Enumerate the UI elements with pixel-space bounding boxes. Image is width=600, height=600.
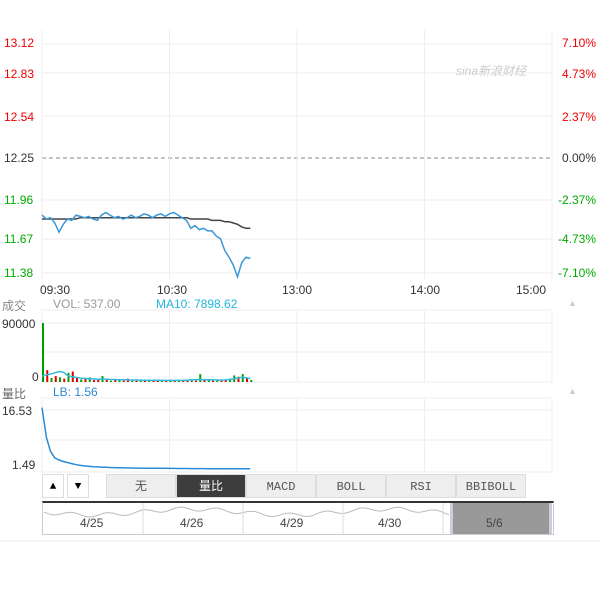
volume-bar — [182, 380, 185, 382]
volume-bar — [246, 377, 248, 382]
date-navigator[interactable] — [42, 501, 554, 535]
navigator-selection-handle[interactable] — [450, 503, 552, 534]
percent-axis-label: -7.10% — [557, 266, 596, 280]
tab-macd[interactable]: MACD — [246, 474, 316, 498]
volume-bar — [63, 378, 66, 382]
nav-date: 5/6 — [486, 516, 503, 530]
volume-bar — [76, 378, 78, 382]
navigator-price-line — [43, 506, 450, 518]
volume-title: 成交 — [2, 299, 27, 313]
volume-bar — [144, 380, 146, 382]
lb-title: 量比 — [2, 387, 27, 401]
price-axis-label: 12.83 — [4, 67, 35, 81]
volume-bar — [237, 376, 240, 382]
percent-axis-label: 0.00% — [561, 151, 596, 165]
lb-axis-bottom: 1.49 — [12, 458, 36, 472]
volume-bar — [80, 379, 83, 382]
price-axis-label: 12.25 — [4, 151, 35, 165]
volume-bar — [118, 380, 121, 382]
expand-arrow-icon[interactable]: ▲ — [568, 386, 577, 396]
sina-watermark-logo: sina新浪财经 — [456, 64, 527, 78]
nav-date: 4/25 — [80, 516, 104, 530]
volume-bar — [114, 379, 117, 382]
nav-date: 4/29 — [280, 516, 304, 530]
volume-bar — [216, 380, 219, 382]
move-down-button[interactable]: ▼ — [67, 474, 89, 498]
volume-bar — [203, 380, 206, 382]
tab-rsi[interactable]: RSI — [386, 474, 456, 498]
expand-arrow-icon[interactable]: ▲ — [568, 298, 577, 308]
volume-bar — [229, 380, 231, 382]
volume-bar — [199, 374, 202, 382]
percent-axis-label: -4.73% — [557, 232, 596, 246]
volume-bar — [50, 378, 53, 382]
lb-value: LB: 1.56 — [53, 385, 98, 399]
price-axis-label: 11.96 — [4, 193, 34, 207]
volume-bar — [212, 380, 214, 382]
tab-none[interactable]: 无 — [106, 474, 176, 498]
volume-bar — [173, 380, 176, 382]
volume-axis-bottom: 0 — [32, 370, 39, 384]
volume-bar — [84, 378, 87, 382]
volume-bar — [131, 380, 134, 382]
tab-boll[interactable]: BOLL — [316, 474, 386, 498]
lb-axis-top: 16.53 — [2, 404, 33, 418]
volume-bar — [88, 377, 91, 382]
percent-axis-label: -2.37% — [557, 193, 596, 207]
volume-bar — [46, 370, 49, 382]
ma10-line — [41, 370, 251, 382]
volume-bar — [67, 372, 70, 382]
volume-bar — [224, 380, 227, 382]
price-axis-label: 12.54 — [4, 110, 35, 124]
time-label: 09:30 — [40, 283, 71, 297]
time-label: 15:00 — [516, 283, 547, 297]
ma10-value: MA10: 7898.62 — [156, 297, 238, 311]
volume-bar — [220, 380, 223, 382]
volume-bar — [97, 379, 100, 382]
volume-value: VOL: 537.00 — [53, 297, 121, 311]
tab-lb[interactable]: 量比 — [176, 474, 246, 498]
volume-bar — [148, 380, 151, 382]
tab-bbiboll[interactable]: BBIBOLL — [456, 474, 526, 498]
average-price-line — [42, 216, 251, 230]
nav-date: 4/26 — [180, 516, 204, 530]
time-label: 14:00 — [410, 283, 441, 297]
volume-bar — [54, 376, 57, 382]
volume-bar — [186, 380, 189, 382]
volume-bar — [165, 380, 168, 382]
volume-bar — [156, 380, 159, 382]
move-up-button[interactable]: ▲ — [42, 474, 64, 498]
price-axis-label: 11.38 — [4, 266, 34, 280]
volume-bar — [195, 380, 197, 382]
volume-bar — [93, 380, 95, 382]
volume-bar — [59, 377, 61, 382]
volume-bar — [42, 323, 44, 382]
percent-axis-label: 2.37% — [561, 110, 596, 124]
volume-axis-top: 90000 — [2, 317, 36, 331]
time-label: 10:30 — [157, 283, 188, 297]
volume-bar — [122, 380, 125, 382]
volume-bar — [105, 380, 108, 382]
volume-bar — [161, 380, 163, 382]
percent-axis-label: 7.10% — [561, 36, 596, 50]
time-label: 13:00 — [282, 283, 313, 297]
volume-bar — [169, 380, 172, 382]
percent-axis-label: 4.73% — [561, 67, 596, 81]
price-line — [41, 211, 251, 280]
volume-bar — [190, 380, 193, 382]
volume-bar — [110, 380, 112, 382]
price-axis-label: 13.12 — [4, 36, 35, 50]
volume-bar — [139, 380, 142, 382]
lb-line — [41, 407, 251, 470]
price-axis-label: 11.67 — [4, 232, 34, 246]
volume-bar — [250, 380, 253, 382]
nav-date: 4/30 — [378, 516, 402, 530]
volume-bar — [135, 380, 138, 382]
volume-bar — [207, 379, 210, 382]
